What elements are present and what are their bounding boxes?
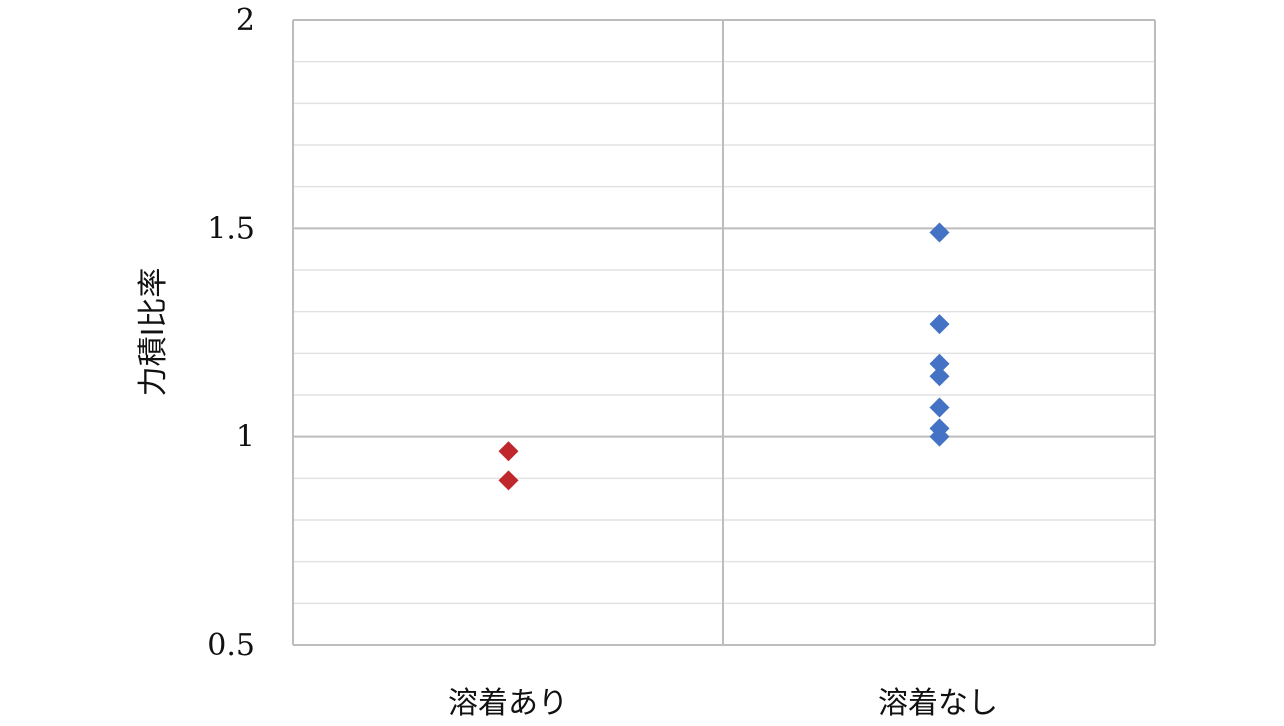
y-axis-title: 力積I比率 [136, 268, 171, 397]
data-point [929, 397, 950, 418]
y-tick-label: 0.5 [207, 628, 255, 663]
data-point [929, 366, 950, 387]
data-point [498, 441, 519, 462]
axes [292, 20, 1156, 646]
y-tick-label: 1 [236, 420, 255, 455]
y-tick-labels: 0.5 1 1.5 2 [207, 3, 255, 663]
data-point [929, 426, 950, 447]
data-point [929, 222, 950, 243]
data-point [929, 353, 950, 374]
category-label: 溶着なし [878, 686, 998, 721]
category-label: 溶着あり [448, 686, 568, 721]
data-point [498, 470, 519, 491]
data-points [498, 222, 950, 491]
y-tick-label: 2 [236, 3, 255, 38]
y-tick-label: 1.5 [207, 211, 255, 246]
data-point [929, 314, 950, 335]
category-labels: 溶着あり 溶着なし [448, 686, 998, 721]
